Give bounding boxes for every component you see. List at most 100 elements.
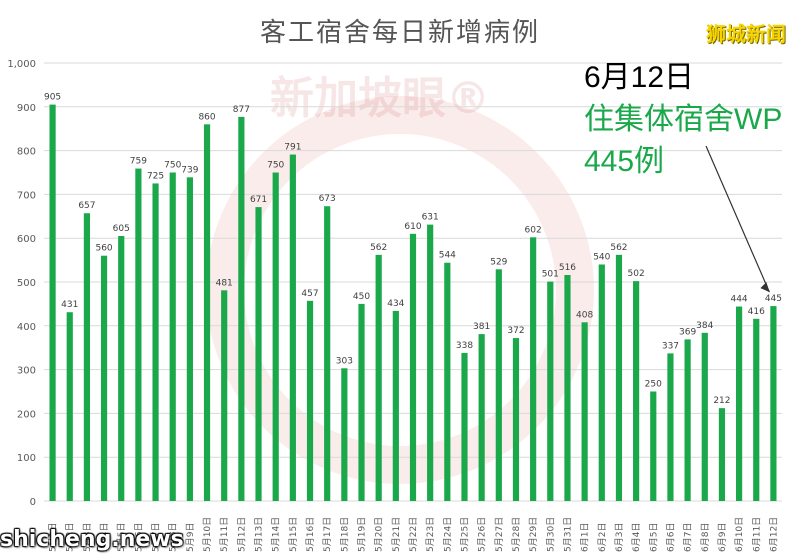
bar (701, 332, 708, 501)
bar (409, 233, 417, 501)
bar (564, 274, 571, 501)
x-tick-label: 5月12日 (236, 517, 247, 552)
x-tick-label: 5月16日 (305, 517, 316, 552)
x-tick-label: 5月29日 (528, 517, 539, 552)
x-tick-label: 5月22日 (408, 517, 419, 552)
data-label: 657 (78, 201, 95, 211)
x-tick-label: 5月7日 (151, 523, 162, 552)
annotation-value: 445例 (584, 145, 665, 178)
bar (135, 168, 142, 502)
x-tick-label: 5月14日 (271, 517, 282, 552)
data-label: 631 (422, 213, 439, 223)
bar (753, 318, 760, 501)
data-label: 671 (250, 195, 267, 205)
data-label: 338 (456, 341, 473, 351)
x-tick-label: 5月23日 (425, 517, 436, 552)
bar (547, 281, 554, 501)
x-tick-label: 5月1日 (48, 523, 59, 552)
x-tick-label: 5月10日 (202, 517, 213, 552)
data-label: 501 (542, 270, 559, 280)
x-tick-label: 5月15日 (288, 517, 299, 552)
y-tick-label: 100 (17, 453, 36, 464)
data-label: 481 (216, 278, 233, 288)
data-label: 444 (730, 295, 747, 305)
bar (427, 224, 434, 501)
data-label: 791 (284, 143, 301, 153)
data-label: 369 (679, 327, 696, 337)
x-tick-label: 5月24日 (442, 517, 453, 552)
data-label: 540 (593, 252, 610, 262)
bar (203, 124, 211, 501)
x-tick-label: 5月17日 (322, 517, 333, 552)
bar (186, 177, 193, 501)
bar (667, 353, 674, 501)
x-tick-label: 5月8日 (168, 523, 179, 552)
bar (650, 391, 657, 501)
bar (49, 104, 56, 502)
data-label: 750 (267, 161, 284, 171)
bar (598, 264, 605, 501)
x-tick-label: 5月9日 (185, 523, 196, 552)
data-label: 562 (610, 243, 627, 253)
y-tick-label: 400 (17, 322, 36, 333)
data-label: 860 (198, 112, 215, 122)
data-label: 610 (404, 222, 421, 232)
x-tick-label: 5月31日 (562, 517, 573, 552)
annotation-arrow-line (705, 145, 770, 293)
data-label: 337 (662, 341, 679, 351)
x-tick-label: 5月20日 (374, 517, 385, 552)
annotation-label: 住集体宿舍WP (584, 103, 783, 136)
x-tick-label: 6月11日 (751, 517, 762, 552)
bar (581, 322, 588, 501)
data-label: 381 (473, 322, 490, 332)
bar (255, 207, 262, 502)
center-watermark: 新加坡眼® (270, 73, 490, 124)
y-tick-label: 200 (17, 409, 36, 420)
x-tick-label: 5月21日 (391, 517, 402, 552)
chart-title: 客工宿舍每日新增病例 (259, 18, 540, 48)
x-tick-label: 5月6日 (133, 523, 144, 552)
bar (615, 254, 623, 501)
x-tick-label: 5月28日 (511, 517, 522, 552)
site-watermark: shicheng.news (0, 527, 184, 552)
y-tick-label: 0 (30, 497, 36, 508)
x-tick-label: 5月30日 (545, 517, 556, 552)
bar (530, 237, 537, 501)
x-tick-label: 5月5日 (116, 523, 127, 552)
data-label: 516 (559, 263, 576, 273)
bar (375, 254, 382, 501)
data-label: 502 (628, 269, 645, 279)
data-label: 725 (147, 171, 164, 181)
x-tick-label: 6月5日 (648, 523, 659, 552)
brand-logo-text: 狮城新闻 (706, 22, 786, 46)
data-label: 416 (748, 307, 765, 317)
x-tick-label: 5月19日 (357, 517, 368, 552)
bar (118, 236, 125, 501)
data-label: 445 (765, 294, 782, 304)
x-tick-label: 6月7日 (683, 523, 694, 552)
data-label: 431 (61, 300, 78, 310)
y-tick-label: 300 (17, 366, 36, 377)
data-label: 562 (370, 243, 387, 253)
y-tick-label: 700 (17, 190, 36, 201)
data-label: 529 (490, 257, 507, 267)
data-label: 384 (696, 321, 713, 331)
data-label: 434 (387, 299, 404, 309)
data-label: 212 (713, 396, 730, 406)
x-tick-label: 6月3日 (614, 523, 625, 552)
bar (736, 306, 743, 501)
x-tick-label: 5月4日 (99, 523, 110, 552)
y-tick-label: 500 (17, 278, 36, 289)
bar (289, 154, 296, 502)
bar (770, 306, 777, 501)
bar (169, 172, 176, 501)
x-tick-label: 5月2日 (65, 523, 76, 552)
bar (478, 334, 485, 501)
watermark-circle (206, 96, 594, 484)
x-tick-label: 5月13日 (254, 517, 265, 552)
data-label: 605 (113, 224, 130, 234)
bar (83, 213, 90, 501)
bar (272, 172, 279, 501)
y-tick-label: 1,000 (7, 59, 36, 70)
